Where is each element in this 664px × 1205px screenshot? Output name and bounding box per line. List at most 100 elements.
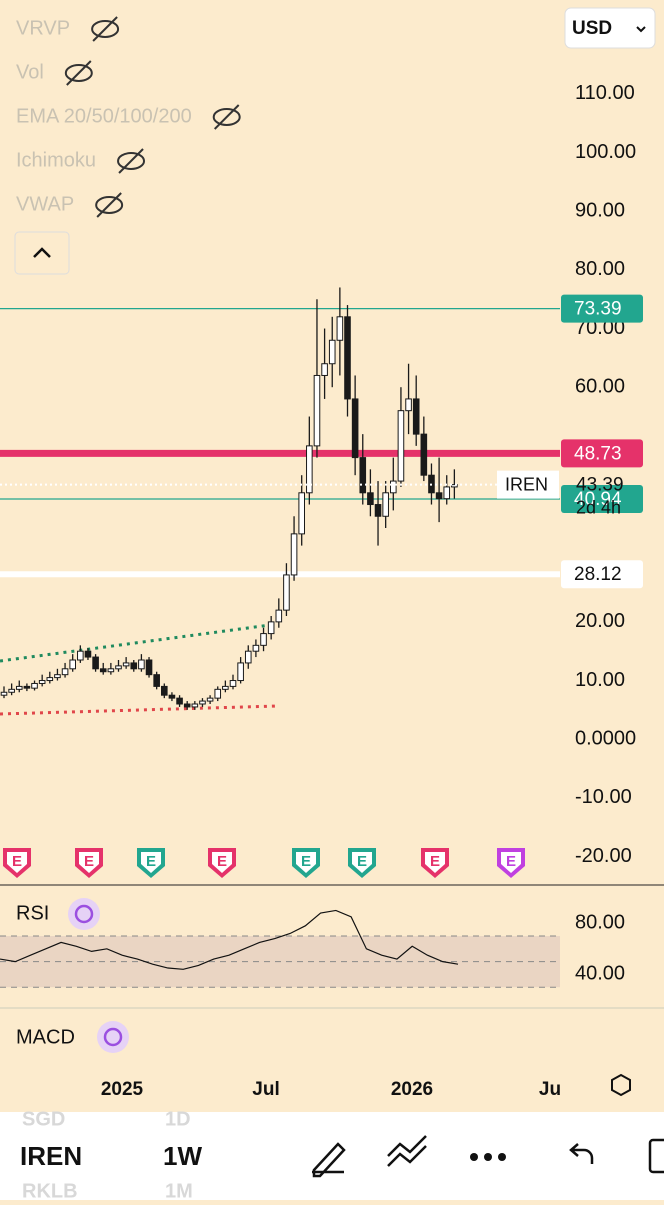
candle-body <box>206 697 214 702</box>
symbol[interactable]: IREN <box>20 1141 82 1171</box>
interval[interactable]: 1W <box>163 1141 202 1171</box>
candle-body <box>161 685 168 696</box>
more[interactable] <box>470 1153 506 1161</box>
trendline <box>0 623 271 663</box>
collapse-button[interactable] <box>14 231 70 275</box>
rsi-tick-label: 40.00 <box>575 963 625 985</box>
indicator-name: VRVP <box>16 17 70 39</box>
candle-body <box>23 685 31 689</box>
candle-body <box>367 492 374 506</box>
rsi-settings[interactable] <box>68 898 100 930</box>
icon <box>74 904 94 924</box>
indicator-name: Vol <box>16 61 44 83</box>
price-label-box <box>561 294 643 323</box>
candle-body <box>15 685 23 690</box>
layout[interactable] <box>648 1138 664 1174</box>
price-label: 28.12 <box>574 564 622 585</box>
candle-body <box>229 680 237 687</box>
indicator-name: EMA 20/50/100/200 <box>16 105 192 127</box>
macd-settings[interactable] <box>97 1021 129 1053</box>
candle-body <box>77 650 84 661</box>
candle-body <box>328 339 336 365</box>
y-tick-label: 90.00 <box>575 199 625 221</box>
candle-body <box>275 609 283 623</box>
candle-body <box>359 457 367 494</box>
candle-body <box>435 492 443 500</box>
price-label: 48.73 <box>574 443 622 464</box>
candle-body <box>61 668 69 676</box>
price-label: 73.39 <box>574 299 622 320</box>
rsi-tick-label: 80.00 <box>575 912 625 934</box>
visibility-toggle[interactable] <box>212 108 241 126</box>
last-price-symbol: IREN <box>505 474 548 494</box>
visibility-toggle[interactable] <box>95 196 124 214</box>
chevron-up <box>33 247 51 258</box>
interval-next: 1M <box>165 1180 193 1200</box>
y-tick-label: 0.0000 <box>575 727 636 749</box>
candle-body <box>92 656 99 670</box>
candle-body <box>298 492 305 535</box>
candle-body <box>84 650 92 658</box>
symbol-next: RKLB <box>22 1180 78 1200</box>
macd-title: MACD <box>16 1026 75 1048</box>
currency-select[interactable] <box>564 7 656 49</box>
candle-body <box>69 659 77 670</box>
earnings-label: E <box>357 853 367 870</box>
visibility-toggle[interactable] <box>64 64 93 82</box>
candle-body <box>237 662 244 682</box>
visibility-toggle[interactable] <box>91 20 120 38</box>
candle-body <box>176 697 183 705</box>
candle-body <box>283 574 290 611</box>
candle-body <box>8 688 15 693</box>
candle-body <box>222 685 229 690</box>
icon <box>96 192 122 218</box>
candle-body <box>168 694 176 699</box>
earnings-inner <box>212 852 232 873</box>
candle-body <box>183 703 191 708</box>
toolbar <box>0 1112 664 1200</box>
earnings-inner <box>79 852 99 873</box>
icon <box>92 16 118 42</box>
indicators[interactable] <box>387 1135 427 1167</box>
y-tick-label: 80.00 <box>575 258 625 280</box>
candle-body <box>244 650 252 664</box>
rsi-title: RSI <box>16 902 49 924</box>
candle-body <box>99 668 107 673</box>
settings[interactable] <box>611 1073 631 1097</box>
icon <box>118 148 144 174</box>
candle-body <box>382 492 389 517</box>
earnings-inner <box>352 852 372 873</box>
draw-tool[interactable] <box>312 1142 346 1178</box>
x-tick-label: 2026 <box>391 1079 433 1100</box>
candle-body <box>390 480 397 494</box>
x-tick-label: Ju <box>539 1079 561 1100</box>
indicator-name: Ichimoku <box>16 149 96 171</box>
x-tick-label: Jul <box>252 1079 279 1100</box>
candle-body <box>122 662 130 667</box>
symbol-prev: SGD <box>22 1108 65 1130</box>
candle-body <box>412 398 420 435</box>
candle-body <box>107 668 115 673</box>
candle-body <box>153 674 160 687</box>
last-price: 43.39 <box>576 475 624 496</box>
undo[interactable] <box>569 1143 594 1164</box>
candle-body <box>344 316 351 400</box>
candle-body <box>130 662 138 670</box>
icon <box>213 104 240 130</box>
y-tick-label: -20.00 <box>575 845 632 867</box>
candle-body <box>420 433 428 476</box>
candle-body <box>115 665 122 670</box>
price-label-box <box>561 485 643 514</box>
visibility-toggle[interactable] <box>117 152 146 170</box>
candle-body <box>138 659 145 670</box>
candle-body <box>54 674 61 679</box>
currency: USD <box>572 18 612 39</box>
earnings-label: E <box>430 853 440 870</box>
earnings-label: E <box>84 853 94 870</box>
candle-body <box>451 484 458 488</box>
price-label: 40.94 <box>574 489 622 510</box>
candle-body <box>321 363 328 376</box>
